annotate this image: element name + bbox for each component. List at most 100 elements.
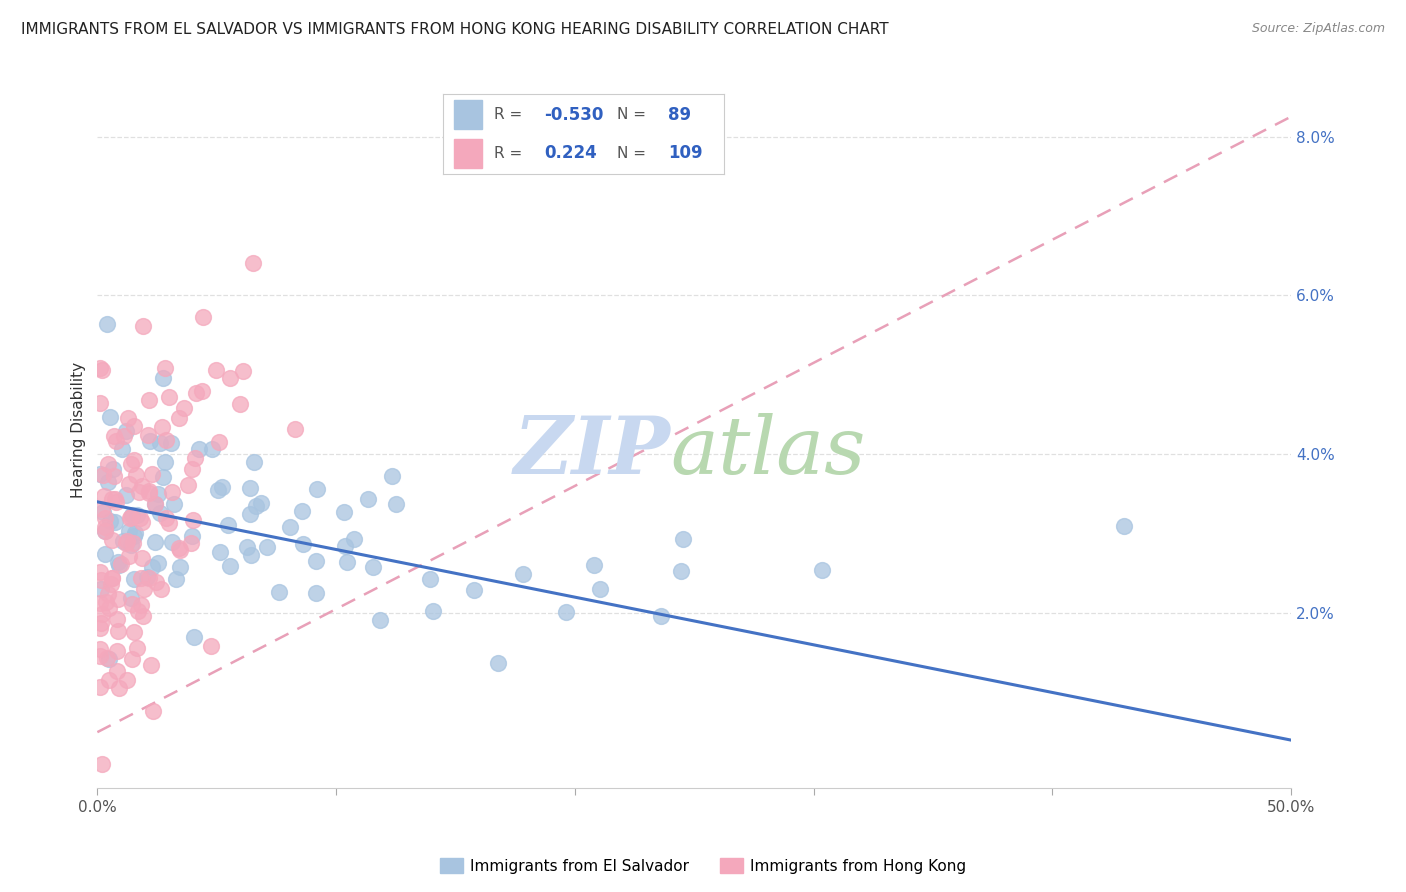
Bar [454,138,482,168]
Text: R =: R = [494,145,522,161]
Point [105,665,128,679]
Point [94,524,117,539]
Point [97,652,120,666]
Point [120,458,142,472]
Point [669,564,692,578]
Point [90,616,112,631]
Point [138,483,160,498]
Point [242,455,264,469]
Point [419,573,441,587]
Point [104,434,127,449]
Point [184,450,207,465]
Point [129,571,152,585]
Point [139,657,162,672]
Point [122,536,145,550]
Point [131,550,153,565]
Point [97,475,120,490]
Point [96,317,118,331]
Point [218,371,240,385]
Text: N =: N = [617,107,647,122]
Point [115,536,138,550]
Point [162,497,184,511]
Point [256,540,278,554]
Point [98,673,121,688]
Point [141,560,163,574]
Point [94,520,117,534]
Point [108,558,131,573]
Point [101,571,124,585]
Point [94,547,117,561]
Point [114,488,136,502]
Point [200,442,222,456]
Point [149,582,172,596]
Point [181,462,204,476]
Point [150,420,173,434]
Point [105,612,128,626]
Point [267,585,290,599]
Point [249,496,271,510]
Point [121,652,143,666]
Point [152,469,174,483]
Point [134,582,156,596]
Point [138,393,160,408]
Point [381,468,404,483]
Point [204,362,226,376]
Point [122,452,145,467]
Point [138,571,160,585]
Point [672,533,695,547]
Point [98,409,121,424]
Text: R =: R = [494,107,522,122]
Point [117,524,139,538]
Text: -0.530: -0.530 [544,105,603,123]
Point [291,503,314,517]
Point [229,397,252,411]
Point [810,563,832,577]
Point [124,625,146,640]
Point [155,433,177,447]
Point [160,535,183,549]
Point [157,516,180,530]
Point [363,560,385,574]
Point [284,422,307,436]
Point [96,650,118,665]
Point [105,495,128,509]
Point [145,497,167,511]
Point [239,507,262,521]
Point [132,608,155,623]
Point [101,492,124,507]
Text: 0.224: 0.224 [544,145,598,162]
Point [142,704,165,718]
Point [169,543,191,558]
Point [218,559,240,574]
Bar [454,100,482,129]
Point [98,514,121,528]
Point [152,371,174,385]
Point [207,483,229,498]
Point [422,604,444,618]
Point [105,644,128,658]
Point [191,384,214,398]
Point [117,534,139,549]
Point [278,519,301,533]
Point [114,424,136,438]
Point [90,582,112,597]
Point [103,428,125,442]
Point [129,511,152,525]
Point [103,469,125,483]
Point [141,467,163,482]
Point [165,572,187,586]
Text: N =: N = [617,145,647,161]
Point [155,510,177,524]
Point [107,624,129,639]
Point [118,510,141,524]
Point [292,537,315,551]
Point [176,478,198,492]
Point [200,640,222,654]
Point [307,482,329,496]
Point [118,476,141,491]
Point [167,541,190,555]
Point [101,462,124,476]
Point [181,513,204,527]
Point [127,604,149,618]
Point [103,515,125,529]
